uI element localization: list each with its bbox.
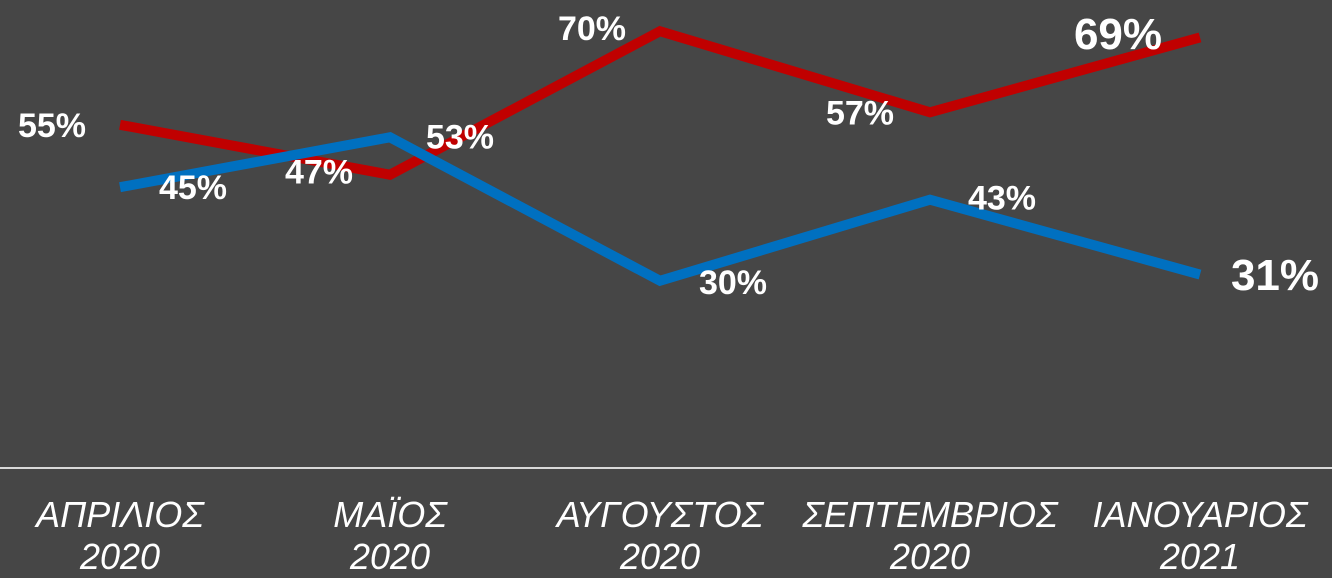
data-label: 47% (285, 154, 353, 192)
x-tick-label: ΑΥΓΟΥΣΤΟΣ 2020 (556, 494, 764, 577)
x-tick-label: ΙΑΝΟΥΑΡΙΟΣ 2021 (1092, 494, 1308, 577)
x-tick-label: ΣΕΠΤΕΜΒΡΙΟΣ 2020 (802, 494, 1058, 577)
series-line (119, 132, 1202, 287)
x-tick-label: ΜΑΪΟΣ 2020 (333, 494, 447, 577)
data-label: 45% (159, 169, 227, 207)
data-label: 55% (18, 107, 86, 145)
data-label: 30% (699, 264, 767, 302)
data-label: 70% (558, 10, 626, 48)
data-label: 69% (1074, 10, 1162, 59)
data-label: 31% (1231, 251, 1319, 300)
data-label: 57% (826, 94, 894, 132)
data-label: 43% (968, 180, 1036, 218)
x-tick-label: ΑΠΡΙΛΙΟΣ 2020 (36, 494, 204, 577)
data-label: 53% (426, 118, 494, 156)
